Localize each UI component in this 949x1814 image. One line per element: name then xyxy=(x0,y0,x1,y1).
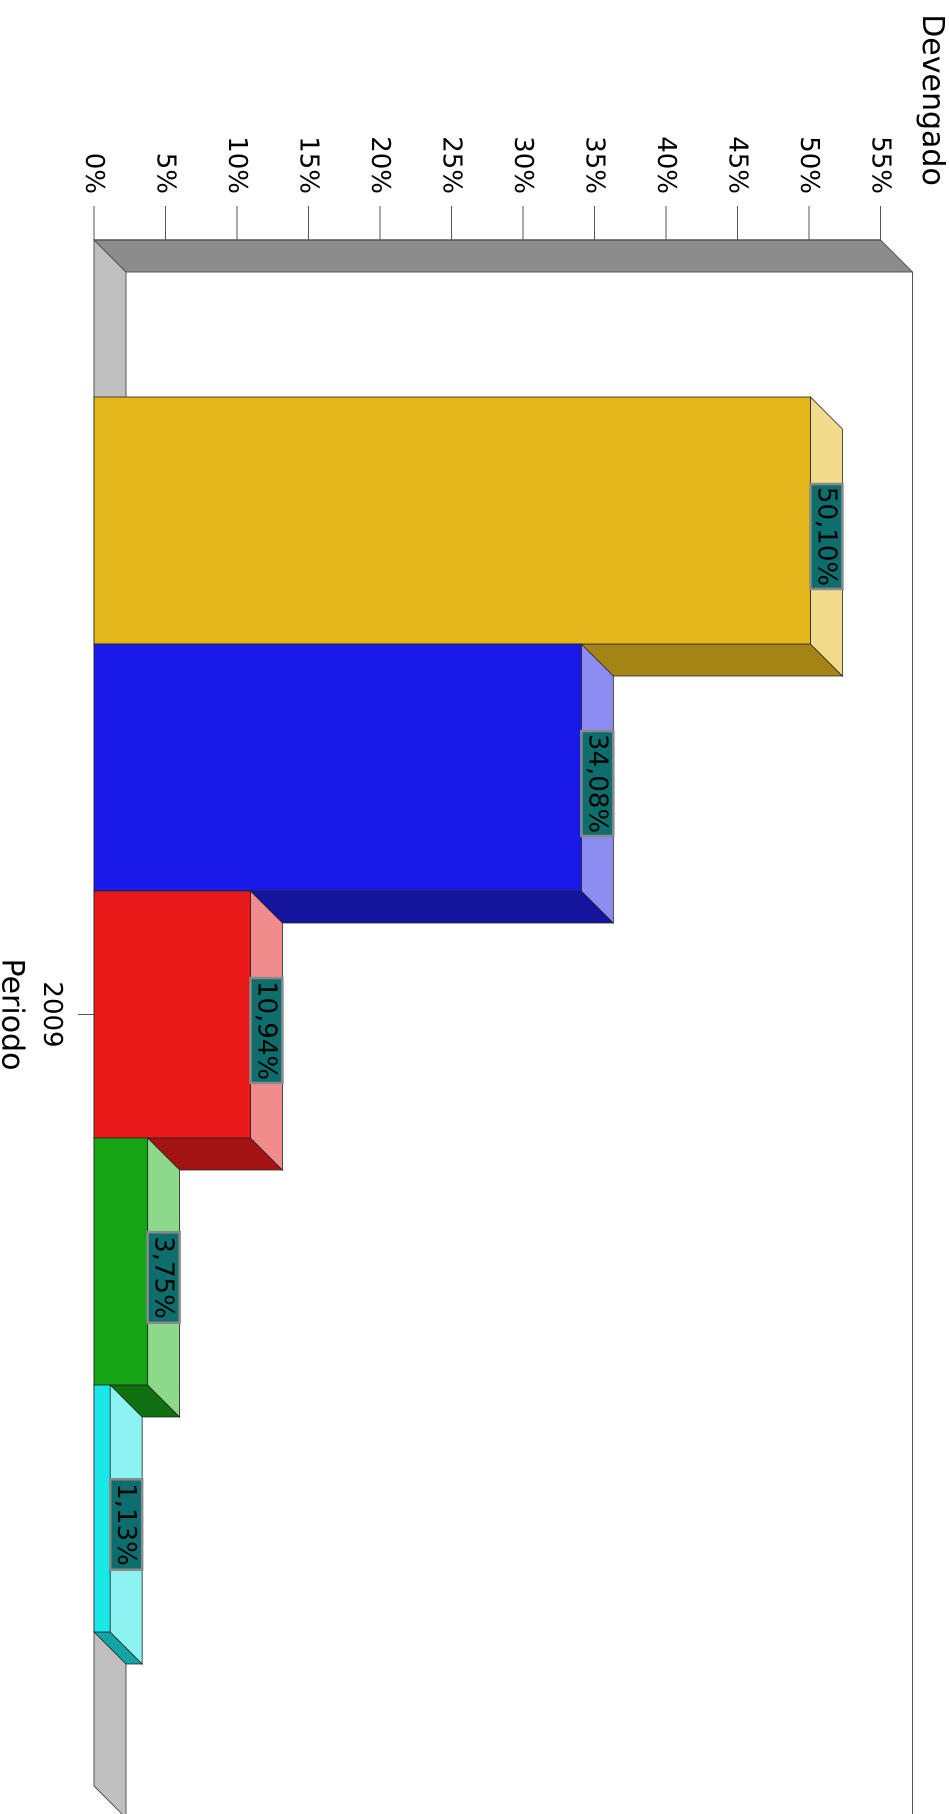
bar-0 xyxy=(93,396,844,677)
y-tick-label: 35% xyxy=(580,136,610,194)
bar-1 xyxy=(93,643,615,924)
data-labels-group: 50,10% 34,08% 10,94% 3,75% 1,13% xyxy=(108,482,844,1571)
y-tick-label: 55% xyxy=(866,136,896,194)
bar-front-face xyxy=(93,1137,149,1386)
bar-front-face xyxy=(93,890,251,1139)
chart-back-wall xyxy=(92,239,914,273)
y-tick-label: 0% xyxy=(79,153,109,194)
data-label-text: 10,94% xyxy=(251,981,281,1080)
y-tick-label: 30% xyxy=(508,136,538,194)
y-tick-label: 15% xyxy=(294,136,324,194)
data-label-box xyxy=(146,1231,181,1324)
bar-front-face xyxy=(93,643,582,892)
y-tick-label: 20% xyxy=(365,136,395,194)
data-label-box xyxy=(809,482,844,591)
data-label-4: 1,13% xyxy=(108,1478,144,1571)
y-tick-label: 25% xyxy=(437,136,467,194)
data-label-box xyxy=(580,729,615,838)
data-label-0: 50,10% xyxy=(809,482,844,591)
category-tick-label: 2009 xyxy=(37,981,67,1047)
y-tick-label: 10% xyxy=(222,136,252,194)
y-axis-title: Devengado xyxy=(915,14,949,186)
data-label-text: 3,75% xyxy=(149,1236,179,1319)
bar-front-face xyxy=(93,396,811,645)
y-tick-label: 5% xyxy=(151,153,181,194)
data-label-text: 34,08% xyxy=(582,734,612,833)
y-tick-label: 50% xyxy=(794,136,824,194)
x-axis-title: Periodo xyxy=(0,959,30,1071)
value-axis-ticks: 0% 5% 10% 15% 20% 25% 30% 35% 40% 45% 50% 55% xyxy=(79,136,896,240)
bar-front-face xyxy=(93,1384,111,1633)
data-label-text: 50,10% xyxy=(811,487,841,586)
data-label-box xyxy=(108,1478,144,1571)
y-tick-label: 40% xyxy=(651,136,681,194)
data-label-box xyxy=(249,976,284,1085)
bars-group xyxy=(93,396,844,1665)
data-label-1: 34,08% xyxy=(580,729,615,838)
data-label-text: 1,13% xyxy=(111,1483,141,1566)
data-label-3: 3,75% xyxy=(146,1231,181,1324)
y-tick-label: 45% xyxy=(723,136,753,194)
bar-3 xyxy=(93,1137,181,1418)
data-label-2: 10,94% xyxy=(249,976,284,1085)
